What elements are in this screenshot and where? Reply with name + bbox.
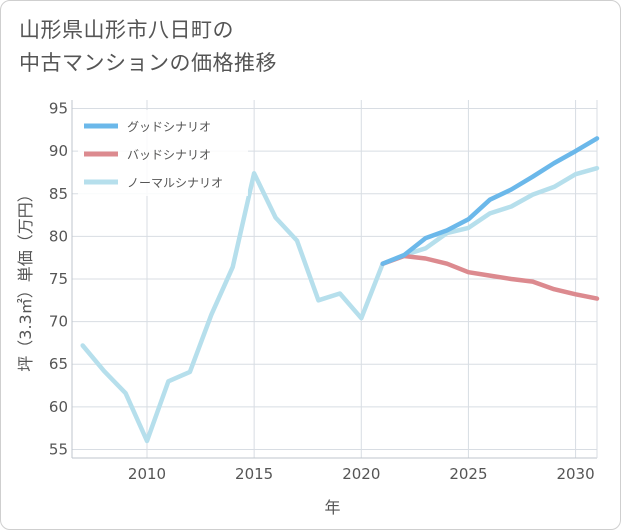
y-axis-label: 坪（3.3㎡）単価（万円） (16, 186, 35, 371)
series-line-1 (380, 253, 600, 301)
legend-label-2: ノーマルシナリオ (127, 176, 223, 190)
series-line-2 (80, 165, 600, 444)
tick-labels: 55 60 65 70 75 80 85 90 95 2010 2015 2020 2025 2030 (49, 100, 595, 483)
y-tick-label: 85 (49, 185, 68, 203)
y-tick-label: 75 (49, 270, 68, 288)
series-lines (80, 136, 600, 444)
y-tick-label: 55 (49, 440, 68, 458)
chart-title-line-2: 中古マンションの価格推移 (19, 51, 277, 75)
x-tick-label: 2025 (449, 465, 487, 483)
x-axis-label: 年 (324, 498, 340, 517)
x-tick-label: 2030 (556, 465, 594, 483)
axes (71, 100, 598, 459)
legend-label-0: グッドシナリオ (127, 120, 211, 134)
y-tick-label: 70 (49, 313, 68, 331)
x-tick-label: 2015 (235, 465, 273, 483)
x-tick-label: 2020 (342, 465, 380, 483)
y-tick-label: 60 (49, 398, 68, 416)
x-tick-label: 2010 (128, 465, 166, 483)
y-tick-label: 95 (49, 100, 68, 118)
chart-title: 山形県山形市八日町の 中古マンションの価格推移 (19, 14, 277, 80)
y-tick-label: 65 (49, 355, 68, 373)
legend-label-1: バッドシナリオ (127, 148, 211, 162)
y-tick-label: 80 (49, 227, 68, 245)
series-line-0 (380, 136, 600, 266)
chart-title-line-1: 山形県山形市八日町の (19, 18, 234, 42)
y-tick-label: 90 (49, 142, 68, 160)
